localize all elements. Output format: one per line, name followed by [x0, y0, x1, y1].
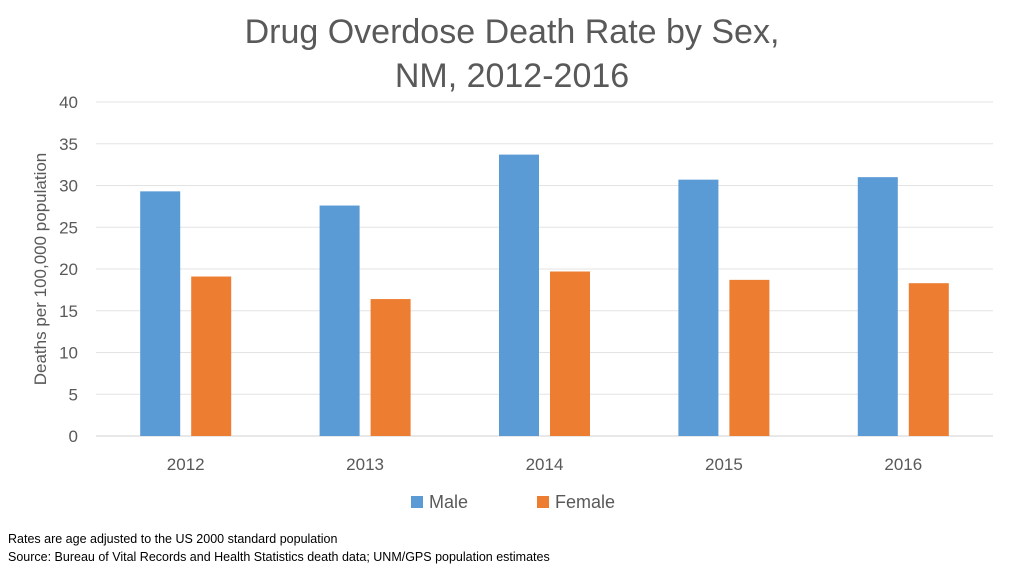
bar-male-2015: [678, 179, 719, 436]
legend-swatch-female: [537, 496, 549, 508]
bar-chart: 0 5 10 15 20 25 30 35 40 Deaths per 100,000 popul…: [31, 93, 993, 512]
x-tick-label: 2012: [167, 455, 205, 474]
chart-title: Drug Overdose Death Rate by Sex, NM, 201…: [0, 10, 1024, 98]
legend-swatch-male: [411, 496, 423, 508]
legend-label-male: Male: [429, 492, 468, 512]
y-axis-label: Deaths per 100,000 population: [31, 153, 50, 386]
y-tick-label: 40: [59, 93, 78, 112]
x-tick-label: 2016: [884, 455, 922, 474]
bar-female-2016: [908, 283, 949, 436]
chart-title-line-2: NM, 2012-2016: [394, 57, 630, 95]
x-tick-label: 2015: [705, 455, 743, 474]
x-tick-label: 2014: [526, 455, 564, 474]
y-tick-label: 15: [59, 302, 78, 321]
chart-title-line-1: Drug Overdose Death Rate by Sex,: [244, 13, 780, 51]
y-tick-label: 20: [59, 260, 78, 279]
bar-male-2013: [319, 205, 360, 436]
y-tick-label: 5: [69, 385, 78, 404]
x-tick-label: 2013: [346, 455, 384, 474]
y-tick-label: 25: [59, 218, 78, 237]
bar-female-2013: [370, 299, 411, 436]
y-tick-label: 35: [59, 135, 78, 154]
y-tick-label: 0: [69, 427, 78, 446]
footnote-source: Source: Bureau of Vital Records and Heal…: [8, 550, 550, 564]
bar-male-2014: [499, 154, 539, 437]
bar-male-2016: [857, 177, 898, 436]
y-tick-label: 30: [59, 177, 78, 196]
legend-label-female: Female: [555, 492, 615, 512]
bar-female-2012: [191, 276, 232, 436]
y-tick-label: 10: [59, 344, 78, 363]
bar-female-2014: [550, 271, 590, 436]
footnote-age-adjusted: Rates are age adjusted to the US 2000 st…: [8, 532, 338, 546]
bar-female-2015: [729, 279, 770, 436]
bar-male-2012: [140, 191, 181, 436]
footnotes: Rates are age adjusted to the US 2000 st…: [8, 530, 550, 566]
